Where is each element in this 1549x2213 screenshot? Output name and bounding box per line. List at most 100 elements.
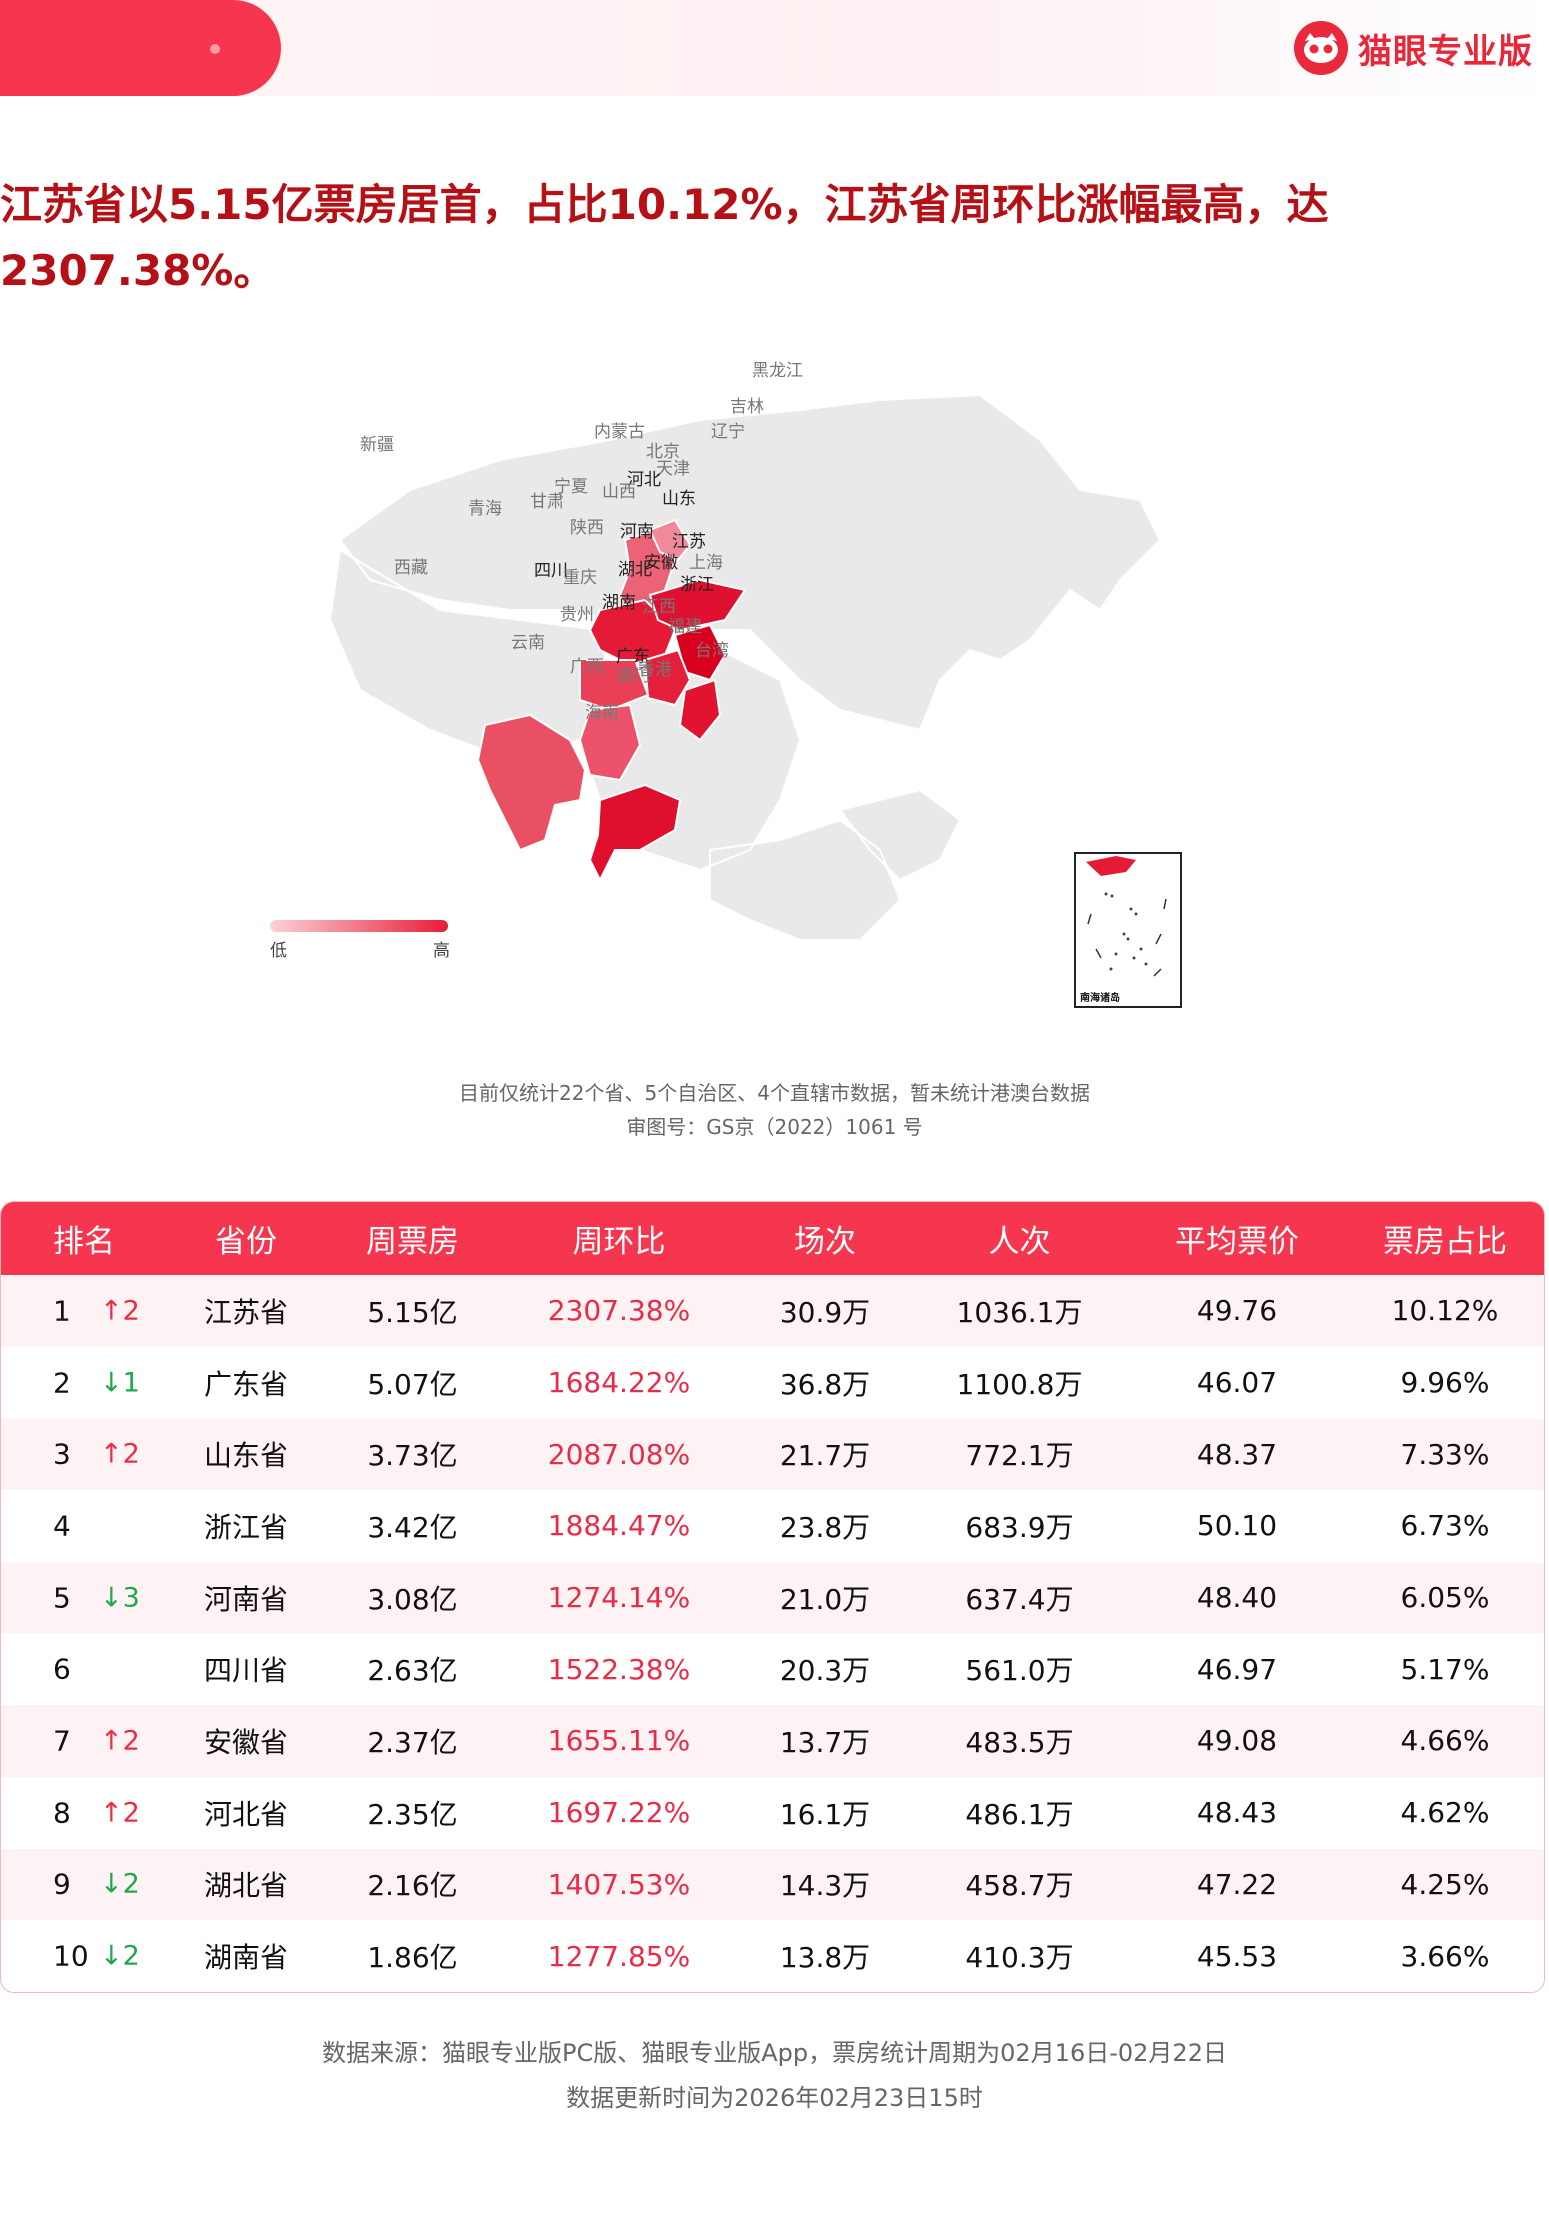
table-row[interactable]: 4 浙江省 3.42亿 1884.47% 23.8万 683.9万 50.10 6.73% (1, 1490, 1544, 1562)
legend-gradient (270, 920, 448, 932)
share-cell: 3.66% (1400, 1939, 1490, 1973)
label-hainan: 海南 (585, 703, 619, 723)
rank-number: 3 (53, 1437, 71, 1471)
page-headline: 江苏省以5.15亿票房居首，占比10.12%，江苏省周环比涨幅最高，达 2307… (0, 172, 1400, 304)
avg-price-cell: 48.43 (1196, 1796, 1278, 1830)
table-row[interactable]: 5 ↓3 河南省 3.08亿 1274.14% 21.0万 637.4万 48.40 6.05% (1, 1561, 1544, 1634)
label-jilin: 吉林 (730, 397, 764, 417)
province-cell: 浙江省 (203, 1510, 288, 1544)
admissions-cell: 772.1万 (965, 1439, 1074, 1473)
label-xianggang: 香港 (638, 660, 672, 680)
shows-cell: 13.7万 (779, 1725, 871, 1759)
label-zhejiang: 浙江 (680, 575, 714, 595)
table-row[interactable]: 8 ↑2 河北省 2.35亿 1697.22% 16.1万 486.1万 48.43 4.62% (1, 1777, 1544, 1849)
share-cell: 7.33% (1400, 1437, 1490, 1471)
rank-change-down: ↓3 (100, 1582, 140, 1614)
table-row[interactable]: 9 ↓2 湖北省 2.16亿 1407.53% 14.3万 458.7万 47.22 4.25% (1, 1848, 1544, 1921)
label-hebei: 河北 (627, 470, 661, 490)
rank-number: 5 (53, 1581, 71, 1615)
wow-cell: 1277.85% (547, 1939, 691, 1973)
label-henan: 河南 (620, 522, 654, 542)
box-office-cell: 2.35亿 (367, 1797, 458, 1831)
label-gansu: 甘肃 (530, 492, 564, 512)
legend-low-label: 低 (270, 941, 287, 961)
table-row[interactable]: 2 ↓1 广东省 5.07亿 1684.22% 36.8万 1100.8万 46.07 9.96… (1, 1347, 1544, 1419)
brand-name: 猫眼专业版 (1358, 31, 1533, 72)
admissions-cell: 1036.1万 (956, 1295, 1083, 1329)
wow-cell: 1655.11% (547, 1724, 691, 1758)
headline-line-1: 江苏省以5.15亿票房居首，占比10.12%，江苏省周环比涨幅最高，达 (0, 180, 1329, 229)
label-hunan: 湖南 (602, 593, 636, 613)
rank-number: 1 (53, 1294, 71, 1328)
label-fujian: 福建 (668, 617, 702, 637)
wow-cell: 1884.47% (547, 1509, 691, 1543)
label-neimenggu: 内蒙古 (594, 422, 645, 442)
box-office-cell: 5.07亿 (367, 1367, 458, 1401)
rank-number: 10 (53, 1939, 89, 1973)
box-office-cell: 2.16亿 (367, 1869, 458, 1903)
rank-number: 8 (53, 1796, 71, 1830)
label-shandong: 山东 (662, 489, 696, 509)
avg-price-cell: 49.76 (1196, 1294, 1278, 1328)
label-hubei: 湖北 (618, 560, 652, 580)
shows-cell: 36.8万 (779, 1367, 871, 1401)
shows-cell: 23.8万 (779, 1510, 871, 1544)
province-cell: 四川省 (203, 1654, 288, 1688)
rank-change-up: ↑2 (100, 1438, 140, 1470)
share-cell: 10.12% (1391, 1294, 1499, 1328)
shows-cell: 14.3万 (779, 1869, 871, 1903)
shows-cell: 30.9万 (779, 1295, 871, 1329)
header-rank: 排名 (53, 1224, 115, 1260)
brand-logo-group: 猫眼专业版 (1294, 21, 1533, 75)
south-china-sea-inset: 南海诸岛 (1074, 852, 1182, 1008)
header-avg-price: 平均票价 (1175, 1224, 1299, 1260)
province-cell: 湖北省 (203, 1869, 288, 1903)
table-row[interactable]: 7 ↑2 安徽省 2.37亿 1655.11% 13.7万 483.5万 49.08 4.66% (1, 1705, 1544, 1777)
table-row[interactable]: 6 四川省 2.63亿 1522.38% 20.3万 561.0万 46.97 5.17% (1, 1633, 1544, 1705)
headline-line-2: 2307.38%。 (0, 246, 276, 295)
region-shandong (648, 578, 747, 632)
avg-price-cell: 45.53 (1196, 1939, 1278, 1973)
wow-cell: 1697.22% (547, 1796, 691, 1830)
box-office-cell: 5.15亿 (367, 1295, 458, 1329)
rank-change-down: ↓1 (100, 1367, 140, 1399)
shows-cell: 13.8万 (779, 1941, 871, 1975)
share-cell: 4.25% (1400, 1867, 1490, 1901)
label-taiwan: 台湾 (695, 641, 729, 661)
inset-guangdong-shape (1086, 856, 1136, 876)
shows-cell: 21.7万 (779, 1439, 871, 1473)
box-office-cell: 1.86亿 (367, 1941, 458, 1975)
label-xizang: 西藏 (394, 558, 428, 578)
label-beijing: 北京 (646, 442, 680, 462)
label-jiangsu: 江苏 (672, 532, 706, 552)
table-row[interactable]: 3 ↑2 山东省 3.73亿 2087.08% 21.7万 772.1万 48.37 7.33% (1, 1418, 1544, 1491)
header-province: 省份 (215, 1224, 277, 1260)
label-chongqing: 重庆 (563, 568, 597, 588)
avg-price-cell: 48.40 (1196, 1581, 1278, 1615)
header-wow: 周环比 (572, 1224, 666, 1260)
admissions-cell: 683.9万 (965, 1510, 1074, 1544)
label-guizhou: 贵州 (560, 605, 594, 625)
region-hunan (578, 703, 642, 782)
region-sichuan (476, 713, 587, 852)
box-office-cell: 3.08亿 (367, 1582, 458, 1616)
box-office-cell: 2.63亿 (367, 1654, 458, 1688)
rank-number: 2 (53, 1366, 71, 1400)
banner-tab (0, 0, 281, 96)
header-weekly-box: 周票房 (366, 1224, 459, 1260)
wow-cell: 2087.08% (547, 1437, 691, 1471)
region-hubei (579, 659, 650, 712)
rank-change-down: ↓2 (100, 1868, 140, 1900)
map-legend: 低 高 (270, 920, 450, 961)
admissions-cell: 1100.8万 (956, 1367, 1083, 1401)
admissions-cell: 410.3万 (965, 1941, 1074, 1975)
wow-cell: 1684.22% (547, 1366, 691, 1400)
wow-cell: 2307.38% (547, 1294, 691, 1328)
label-tianjin: 天津 (656, 459, 690, 479)
table-row[interactable]: 1 ↑2 江苏省 5.15亿 2307.38% 30.9万 1036.1万 49.76 10.1… (1, 1275, 1544, 1347)
avg-price-cell: 47.22 (1196, 1867, 1278, 1901)
table-row[interactable]: 10 ↓2 湖南省 1.86亿 1277.85% 13.8万 410.3万 45.53 3.66… (1, 1920, 1544, 1992)
share-cell: 6.05% (1400, 1581, 1490, 1615)
region-beijing-tianjin (648, 518, 692, 562)
label-qinghai: 青海 (468, 499, 502, 519)
